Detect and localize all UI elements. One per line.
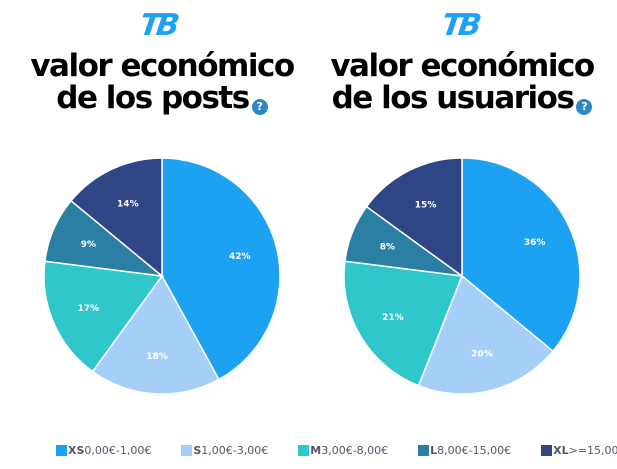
legend-item-m: M 3,00€-8,00€ [298, 444, 388, 457]
pie-slice-xs [461, 157, 581, 353]
chart-title: valor económico de los posts? [30, 48, 295, 116]
pie-slice-s [417, 274, 554, 395]
legend-item-xl: XL>=15,00€ [541, 444, 617, 457]
data-label: 17% [78, 304, 100, 314]
question-icon[interactable]: ? [251, 99, 268, 115]
legend-swatch [56, 445, 67, 456]
data-label: 21% [382, 313, 404, 323]
data-label: 20% [471, 350, 493, 360]
pie-slice-xl [365, 157, 463, 278]
data-label: 9% [81, 240, 96, 250]
data-label: 8% [380, 242, 395, 252]
pie-slice-m [343, 260, 464, 387]
data-label: 18% [146, 352, 168, 362]
legend: XS 0,00€-1,00€ S 1,00€-3,00€ M 3,00€-8,00€ … [56, 444, 617, 457]
chart-title: valor económico de los usuarios? [330, 48, 595, 116]
pie-slice-xl [70, 157, 163, 278]
data-label: 42% [229, 252, 251, 262]
legend-item-l: L 8,00€-15,00€ [418, 444, 511, 457]
pie-slice-s [91, 274, 220, 395]
legend-swatch [541, 445, 553, 456]
question-icon[interactable]: ? [576, 99, 593, 115]
pie-slice-xs [161, 157, 281, 381]
legend-swatch [181, 445, 193, 456]
data-label: 14% [117, 199, 139, 209]
legend-item-xs: XS 0,00€-1,00€ [56, 444, 151, 457]
data-label: 15% [415, 201, 437, 211]
legend-item-s: S 1,00€-3,00€ [181, 444, 268, 457]
data-label: 36% [524, 238, 546, 248]
legend-swatch [418, 445, 430, 456]
legend-swatch [298, 445, 310, 456]
pie-slice-m [43, 260, 164, 373]
